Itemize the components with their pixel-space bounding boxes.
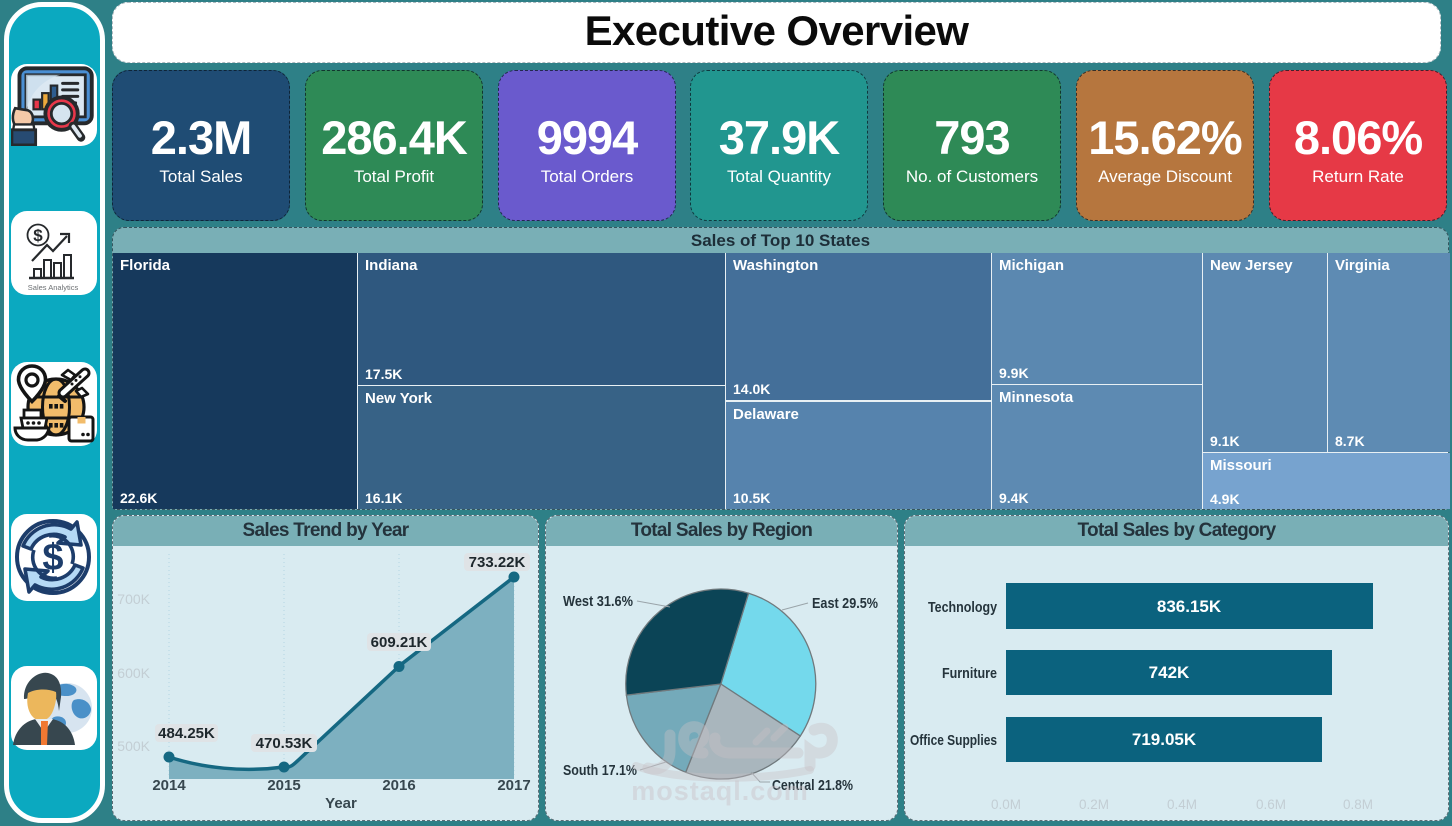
svg-text:$: $ (42, 537, 63, 579)
svg-text:700K: 700K (117, 591, 150, 607)
svg-text:Sales Analytics: Sales Analytics (28, 283, 79, 292)
svg-text:0.4M: 0.4M (1167, 797, 1197, 812)
svg-text:0.6M: 0.6M (1256, 797, 1286, 812)
svg-text:742K: 742K (1149, 663, 1190, 682)
svg-text:Furniture: Furniture (942, 665, 997, 682)
svg-text:South 17.1%: South 17.1% (563, 762, 637, 779)
svg-text:Central 21.8%: Central 21.8% (772, 777, 853, 794)
svg-text:0.8M: 0.8M (1343, 797, 1373, 812)
svg-text:484.25K: 484.25K (158, 725, 215, 742)
svg-text:Technology: Technology (928, 599, 998, 616)
svg-text:2017: 2017 (497, 777, 530, 794)
svg-text:0.2M: 0.2M (1079, 797, 1109, 812)
svg-text:West 31.6%: West 31.6% (563, 593, 633, 610)
svg-text:2014: 2014 (152, 777, 186, 794)
svg-text:Office Supplies: Office Supplies (910, 732, 997, 749)
svg-text:2016: 2016 (382, 777, 415, 794)
svg-text:719.05K: 719.05K (1132, 730, 1197, 749)
svg-text:836.15K: 836.15K (1157, 597, 1222, 616)
svg-text:2015: 2015 (267, 777, 300, 794)
svg-text:$: $ (33, 226, 43, 245)
svg-text:470.53K: 470.53K (256, 735, 313, 752)
svg-text:733.22K: 733.22K (469, 554, 526, 571)
svg-text:500K: 500K (117, 738, 150, 754)
svg-text:0.0M: 0.0M (991, 797, 1021, 812)
svg-text:East 29.5%: East 29.5% (812, 595, 878, 612)
svg-text:Year: Year (325, 795, 357, 812)
svg-text:609.21K: 609.21K (371, 634, 428, 651)
svg-text:600K: 600K (117, 665, 150, 681)
